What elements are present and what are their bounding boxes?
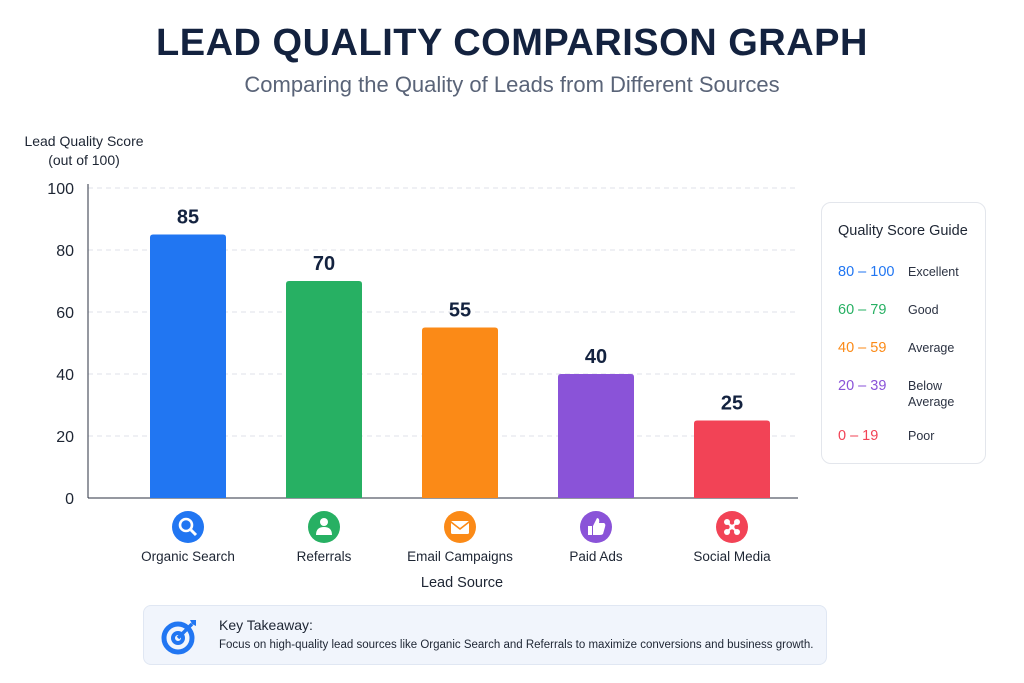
legend-label: Excellent [908,265,959,279]
bar-paid-ads [558,374,634,498]
referral-users-icon [316,518,332,535]
takeaway-title: Key Takeaway: [219,617,313,633]
y-axis-label-line1: Lead Quality Score [24,133,144,149]
legend-range: 60 – 79 [838,302,887,318]
legend-item: 60 – 79 Good [838,302,939,318]
legend-range: 20 – 39 [838,378,887,394]
legend-title: Quality Score Guide [838,223,968,239]
key-takeaway-box: Key Takeaway: Focus on high-quality lead… [143,605,827,665]
x-tick-label: Organic Search [141,549,235,564]
envelope-icon [450,521,470,534]
y-tick-label: 100 [47,181,74,198]
legend-label: Poor [908,429,935,443]
x-tick-label: Paid Ads [569,549,623,564]
bar-social-media [694,420,770,498]
y-tick-label: 20 [56,429,74,446]
x-tick-label: Social Media [693,549,771,564]
x-tick-label: Referrals [297,549,352,564]
network-icon [724,519,740,535]
y-tick-label: 0 [65,491,74,508]
data-label: 25 [721,393,743,415]
category-icon-bg [172,511,204,543]
legend-label: Below Average [908,379,955,409]
chart-subtitle: Comparing the Quality of Leads from Diff… [244,72,780,97]
bar-referrals [286,281,362,498]
legend-item: 20 – 39 Below Average [838,378,968,410]
y-tick-label: 80 [56,243,74,260]
bar-organic-search [150,234,226,498]
y-axis-label-line2: (out of 100) [48,152,120,168]
takeaway-text: Focus on high-quality lead sources like … [219,639,814,651]
legend-item: 80 – 100 Excellent [838,264,959,280]
search-icon [178,517,198,537]
y-tick-label: 40 [56,367,74,384]
legend-range: 80 – 100 [838,264,895,280]
legend-label: Average [908,341,955,355]
legend-label: Good [908,303,939,317]
target-icon [161,620,196,655]
legend-item: 40 – 59 Average [838,340,954,356]
x-axis-label: Lead Source [421,575,503,591]
y-tick-label: 60 [56,305,74,322]
legend-range: 40 – 59 [838,340,887,356]
thumbs-up-icon [588,518,606,535]
bar-email-campaigns [422,327,498,498]
data-label: 40 [585,346,607,368]
data-label: 55 [449,300,471,322]
y-axis-label: Lead Quality Score (out of 100) [14,132,154,170]
legend-range: 0 – 19 [838,428,879,444]
data-label: 85 [177,207,199,229]
chart-title: LEAD QUALITY COMPARISON GRAPH [156,22,868,64]
x-tick-label: Email Campaigns [407,549,513,564]
legend-item: 0 – 19 Poor [838,428,934,444]
quality-score-legend: Quality Score Guide 80 – 100 Excellent 60 … [821,202,986,464]
data-label: 70 [313,253,335,275]
